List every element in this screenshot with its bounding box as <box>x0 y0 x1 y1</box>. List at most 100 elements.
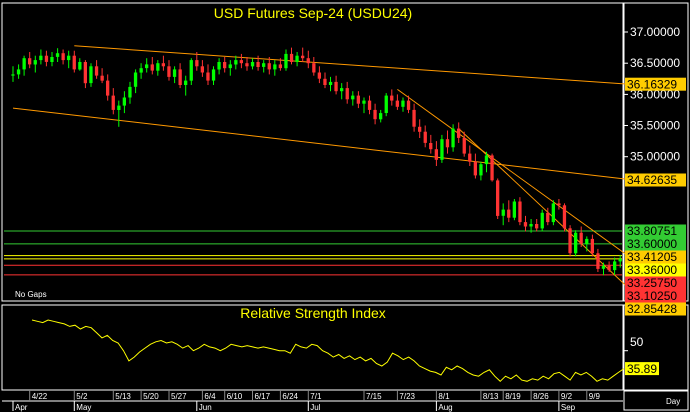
candle-body <box>290 54 293 62</box>
candle-body <box>245 63 248 66</box>
candle-body <box>67 56 70 60</box>
candle-body <box>557 203 560 205</box>
candle-body <box>457 129 460 138</box>
candle-body <box>390 96 393 101</box>
candle-body <box>580 233 583 244</box>
x-axis: 4/22 5/2 5/13 5/20 5/27 6/4 6/10 6/17 6/24 7/1 7/1… <box>2 390 623 412</box>
candle-body <box>529 224 532 227</box>
candle-body <box>307 58 310 63</box>
candle-body <box>474 162 477 176</box>
candle-body <box>179 69 182 85</box>
candle-body <box>17 69 20 74</box>
price-tag-label-1: 34.62635 <box>627 173 677 187</box>
candle-body <box>401 101 404 107</box>
candle-body <box>463 138 466 154</box>
candle-body <box>295 56 298 62</box>
candle-body <box>412 110 415 127</box>
period-label: Day <box>666 397 680 406</box>
x-tick-label-15: 8/26 <box>533 392 549 401</box>
candle-body <box>195 60 198 66</box>
candle-body <box>368 101 371 110</box>
month-label-4: Aug <box>438 403 452 412</box>
candle-body <box>256 62 259 67</box>
price-tag-label-8: 32.85428 <box>627 302 677 316</box>
price-tag-label-6: 33.25750 <box>627 276 677 290</box>
candle-body <box>385 96 388 113</box>
candle-body <box>513 202 516 218</box>
price-tag-label-0: 36.16329 <box>627 77 677 91</box>
candle-body <box>602 266 605 269</box>
candle-body <box>541 213 544 229</box>
x-tick-label-8: 6/24 <box>282 392 298 401</box>
candle-body <box>323 79 326 85</box>
month-label-1: May <box>76 403 91 412</box>
candle-body <box>279 64 282 68</box>
x-tick-label-7: 6/17 <box>255 392 271 401</box>
candle-97 <box>552 200 555 225</box>
x-tick-label-17: 9/9 <box>589 392 601 401</box>
month-label-0: Apr <box>15 403 28 412</box>
candle-body <box>619 259 622 262</box>
month-label-2: Jun <box>199 403 212 412</box>
candle-body <box>485 155 488 164</box>
candle-body <box>424 132 427 143</box>
candle-body <box>217 62 220 70</box>
x-tick-label-13: 8/13 <box>483 392 499 401</box>
candle-body <box>591 239 594 253</box>
candle-body <box>134 73 137 87</box>
x-tick-label-2: 5/13 <box>115 392 131 401</box>
price-tag-label-5: 33.36000 <box>627 263 677 277</box>
candle-body <box>535 224 538 228</box>
candle-87 <box>496 179 499 220</box>
candle-body <box>95 66 98 75</box>
candle-body <box>117 106 120 110</box>
candle-body <box>312 63 315 72</box>
candle-body <box>212 69 215 80</box>
candle-body <box>190 60 193 81</box>
candle-body <box>56 53 59 57</box>
candle-body <box>11 74 14 75</box>
candle-body <box>446 139 449 147</box>
price-tag-label-3: 33.60000 <box>627 237 677 251</box>
candle-90 <box>513 199 516 220</box>
price-tick-label-0: 37.00000 <box>630 25 680 39</box>
candle-body <box>251 62 254 66</box>
rsi-title: Relative Strength Index <box>240 305 386 321</box>
candle-body <box>524 222 527 226</box>
candle-body <box>563 205 566 228</box>
candle-body <box>373 110 376 119</box>
candle-body <box>28 58 31 64</box>
x-tick-label-9: 7/1 <box>310 392 322 401</box>
candle-body <box>468 154 471 162</box>
candle-body <box>151 64 154 70</box>
candle-body <box>201 66 204 72</box>
candle-body <box>128 87 131 98</box>
candle-body <box>568 228 571 253</box>
price-tick-label-4: 35.00000 <box>630 150 680 164</box>
candle-body <box>518 202 521 223</box>
x-tick-label-4: 5/27 <box>171 392 187 401</box>
price-tick-label-1: 36.50000 <box>630 56 680 70</box>
candle-body <box>123 98 126 106</box>
candle-body <box>357 96 360 104</box>
candle-body <box>362 101 365 104</box>
candle-body <box>23 58 26 69</box>
x-tick-label-3: 5/20 <box>143 392 159 401</box>
candle-body <box>340 88 343 91</box>
candle-body <box>318 73 321 79</box>
price-tag-label-2: 33.80751 <box>627 224 677 238</box>
candle-body <box>84 62 87 83</box>
candle-body <box>596 253 599 269</box>
x-tick-label-5: 6/4 <box>204 392 216 401</box>
candle-body <box>206 73 209 81</box>
x-tick-label-16: 9/2 <box>561 392 573 401</box>
rsi-last-label: 35.89 <box>627 362 657 376</box>
x-tick-label-6: 6/10 <box>227 392 243 401</box>
candle-body <box>546 213 549 222</box>
price-tag-label-7: 33.10250 <box>627 289 677 303</box>
candle-95 <box>541 210 544 232</box>
candle-body <box>502 210 505 216</box>
candle-body <box>440 139 443 160</box>
candle-body <box>167 66 170 77</box>
